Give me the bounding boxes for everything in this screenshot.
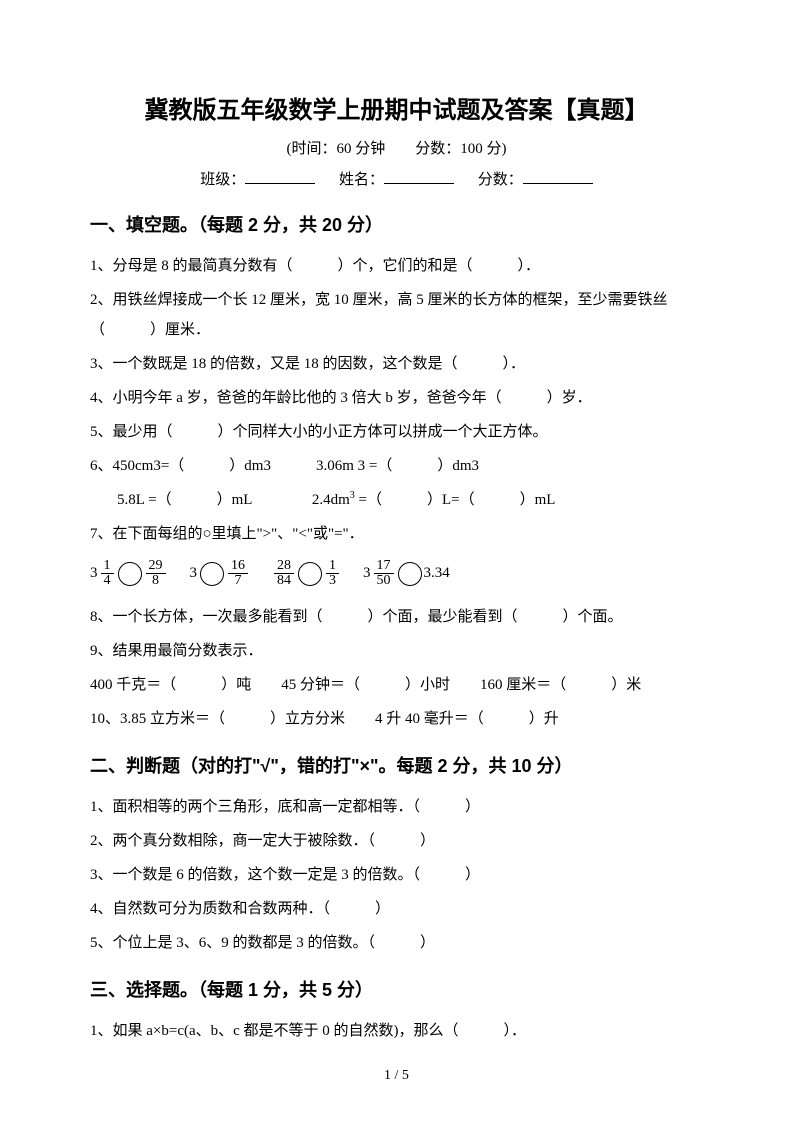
cmp4-f1: 1750	[374, 559, 394, 588]
score-blank	[523, 168, 593, 184]
s2-q4: 4、自然数可分为质数和合数两种．（ ）	[90, 894, 703, 924]
cmp1-f2: 298	[146, 559, 166, 588]
cmp3-f1: 2884	[274, 559, 294, 588]
s1-q10: 10、3.85 立方米＝（ ）立方分米 4 升 40 毫升＝（ ）升	[90, 704, 703, 734]
section-1-heading: 一、填空题。（每题 2 分，共 20 分）	[90, 211, 703, 237]
name-blank	[384, 168, 454, 184]
s1-q6b-a: 5.8L =（ ）mL 2.4dm	[102, 492, 350, 508]
class-blank	[245, 168, 315, 184]
s1-q6a: 6、450cm3=（ ）dm3 3.06m 3 =（ ）dm3	[90, 451, 703, 481]
name-label: 姓名：	[339, 172, 384, 188]
cmp-group-3: 2884 13	[272, 559, 341, 588]
student-info-line: 班级： 姓名： 分数：	[90, 168, 703, 189]
s2-q2: 2、两个真分数相除，商一定大于被除数．（ ）	[90, 826, 703, 856]
s1-q6b: 5.8L =（ ）mL 2.4dm3 =（ ）L=（ ）mL	[90, 485, 703, 515]
cmp4-circle	[398, 562, 422, 586]
s3-q1: 1、如果 a×b=c(a、b、c 都是不等于 0 的自然数)，那么（ ）．	[90, 1016, 703, 1046]
s1-q1: 1、分母是 8 的最简真分数有（ ）个，它们的和是（ ）．	[90, 251, 703, 281]
section-2-heading: 二、判断题（对的打"√"，错的打"×"。每题 2 分，共 10 分）	[90, 752, 703, 778]
page-number: 1 / 5	[0, 1068, 793, 1084]
cmp2-circle	[200, 562, 224, 586]
page-title: 冀教版五年级数学上册期中试题及答案【真题】	[90, 90, 703, 125]
s2-q1: 1、面积相等的两个三角形，底和高一定都相等．（ ）	[90, 792, 703, 822]
cmp3-f2: 13	[326, 559, 339, 588]
s1-q8: 8、一个长方体，一次最多能看到（ ）个面，最少能看到（ ）个面。	[90, 602, 703, 632]
s1-q9a: 9、结果用最简分数表示．	[90, 636, 703, 666]
s1-q3: 3、一个数既是 18 的倍数，又是 18 的因数，这个数是（ ）．	[90, 349, 703, 379]
cmp4-r: 3.34	[424, 565, 450, 582]
s2-q3: 3、一个数是 6 的倍数，这个数一定是 3 的倍数。（ ）	[90, 860, 703, 890]
cmp-group-4: 3 1750 3.34	[363, 559, 451, 588]
score-label: 分数：	[478, 172, 523, 188]
exam-page: 冀教版五年级数学上册期中试题及答案【真题】 (时间：60 分钟 分数：100 分…	[0, 0, 793, 1122]
s1-q5: 5、最少用（ ）个同样大小的小正方体可以拼成一个大正方体。	[90, 417, 703, 447]
cmp-group-1: 3 14 298	[90, 559, 168, 588]
s1-q9b: 400 千克＝（ ）吨 45 分钟＝（ ）小时 160 厘米＝（ ）米	[90, 670, 703, 700]
cmp1-w: 3	[90, 565, 98, 582]
s1-q6b-b: =（ ）L=（ ）mL	[355, 492, 556, 508]
cmp1-circle	[118, 562, 142, 586]
cmp3-circle	[298, 562, 322, 586]
cmp2-w: 3	[190, 565, 198, 582]
s1-q4: 4、小明今年 a 岁，爸爸的年龄比他的 3 倍大 b 岁，爸爸今年（ ）岁．	[90, 383, 703, 413]
section-3-heading: 三、选择题。（每题 1 分，共 5 分）	[90, 976, 703, 1002]
cmp1-f1: 14	[101, 559, 114, 588]
cmp-group-2: 3 167	[190, 559, 251, 588]
cmp4-w: 3	[363, 565, 371, 582]
class-label: 班级：	[200, 172, 245, 188]
cmp2-f2: 167	[228, 559, 248, 588]
page-subtitle: (时间：60 分钟 分数：100 分)	[90, 137, 703, 158]
s1-q7: 7、在下面每组的○里填上">"、"<"或"="．	[90, 519, 703, 549]
s2-q5: 5、个位上是 3、6、9 的数都是 3 的倍数。（ ）	[90, 928, 703, 958]
compare-line: 3 14 298 3 167 2884 13 3 1750 3.34	[90, 559, 703, 588]
s1-q2: 2、用铁丝焊接成一个长 12 厘米，宽 10 厘米，高 5 厘米的长方体的框架，…	[90, 285, 703, 345]
